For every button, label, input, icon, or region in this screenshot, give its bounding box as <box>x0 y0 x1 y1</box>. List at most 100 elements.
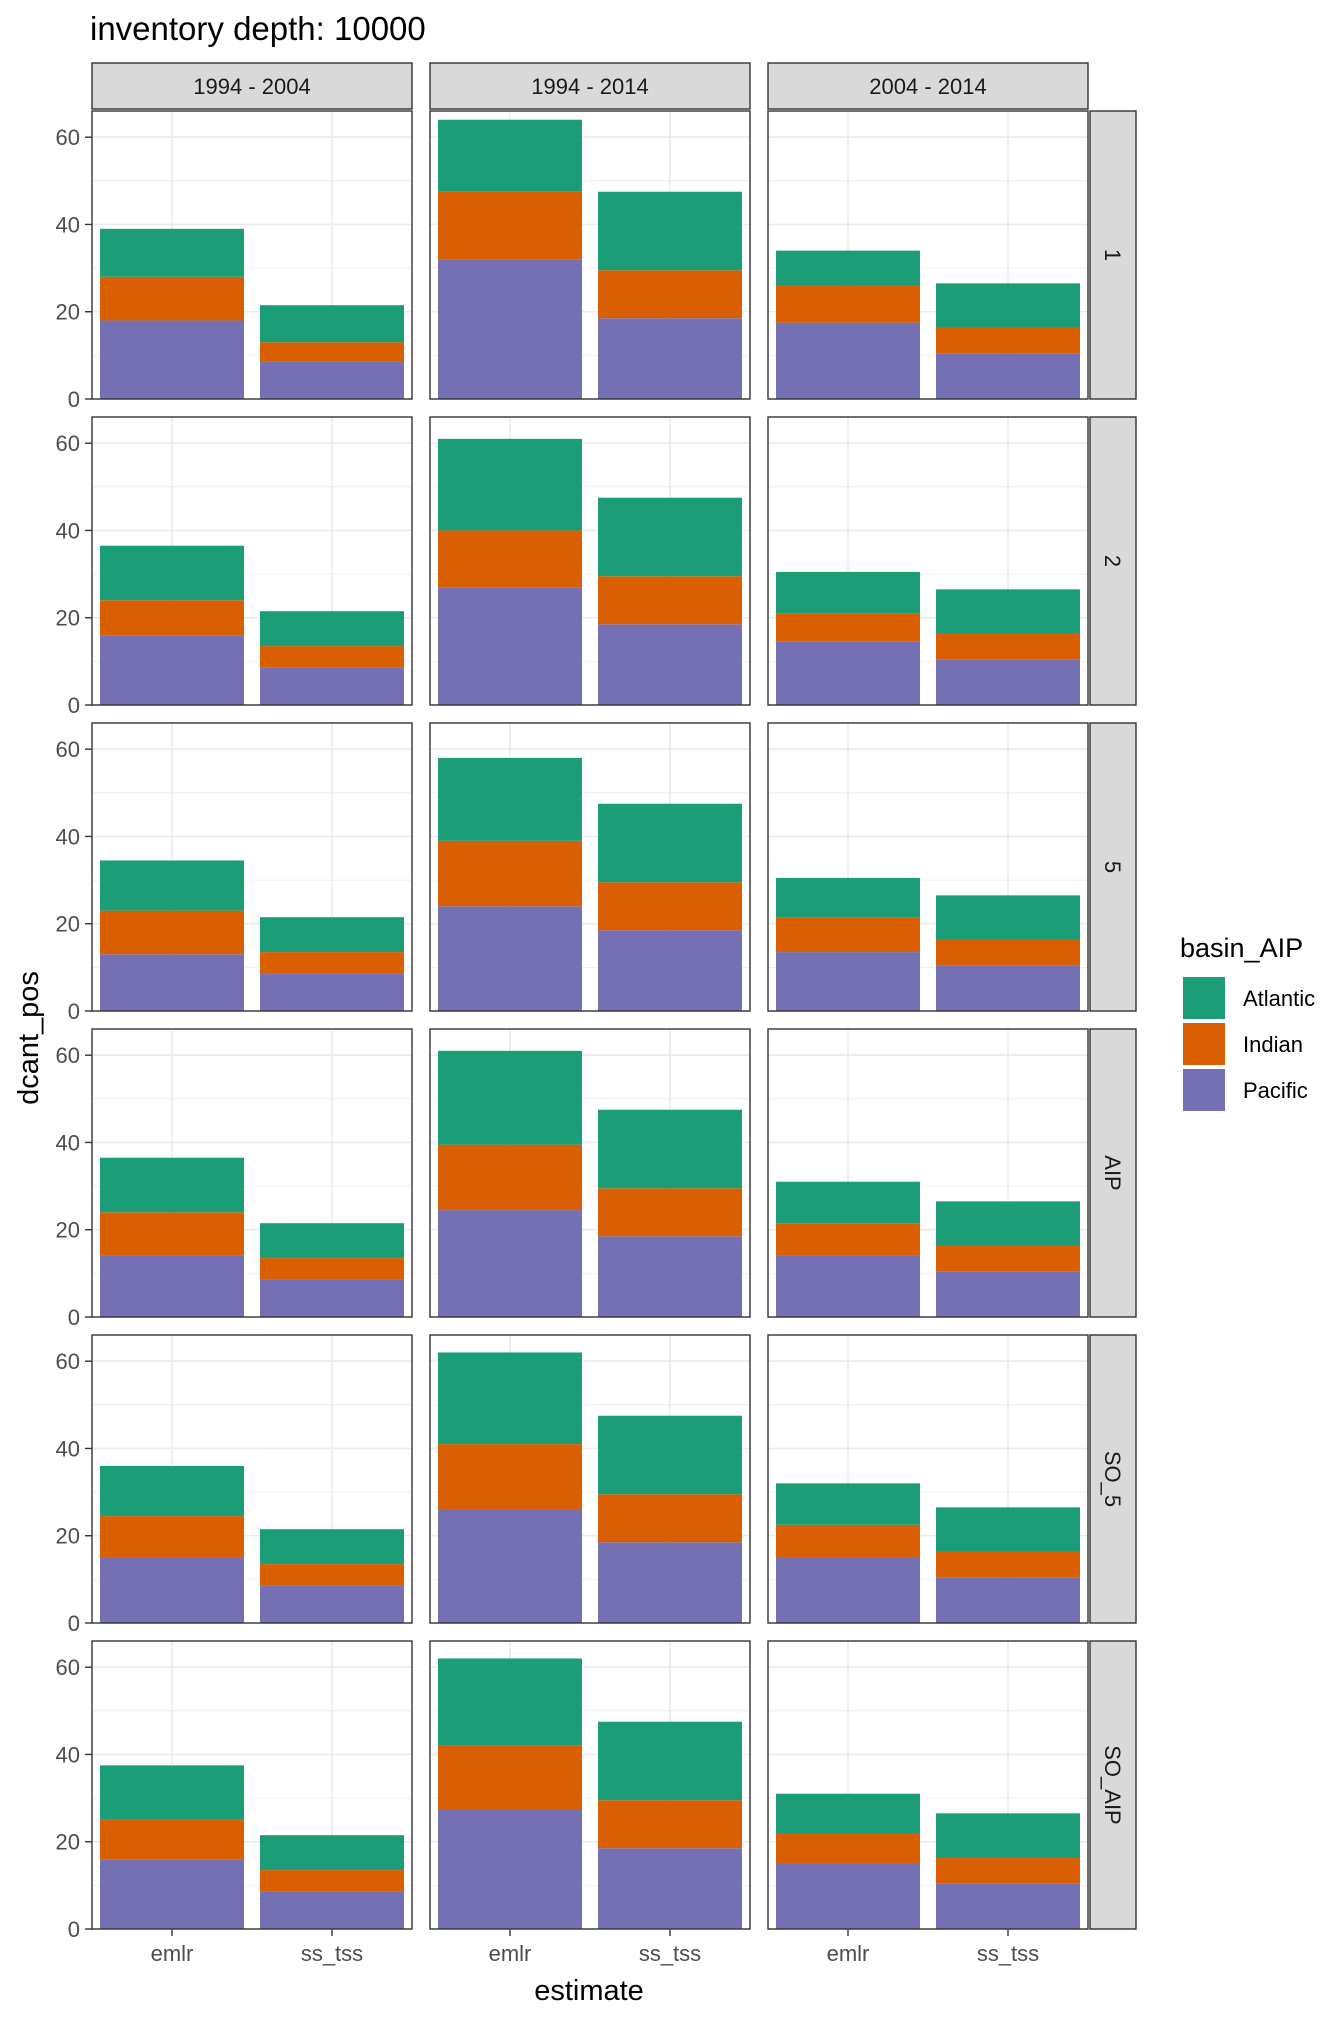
bar-pacific-ss-tss <box>598 1542 742 1623</box>
bar-indian-ss-tss <box>936 633 1080 660</box>
panel-border <box>767 1028 1089 1318</box>
facet-grid: 1994 - 2004 1994 - 2014 2004 - 2014 1 2 5 AIP S… <box>56 62 1137 1966</box>
bar-pacific-ss-tss <box>936 965 1080 1011</box>
bar-atlantic-ss-tss <box>598 1721 742 1801</box>
facet-strip-label: SO_5 <box>1100 1451 1125 1507</box>
bar-indian-ss-tss <box>260 1564 404 1586</box>
bar-indian-ss-tss <box>260 952 404 974</box>
y-tick-label: 40 <box>56 518 80 543</box>
bar-atlantic-emlr <box>438 438 582 531</box>
panel-2-1994-2014 <box>429 416 751 706</box>
facet-strip-row-5: 5 <box>1089 722 1137 1012</box>
panel-border <box>91 1334 413 1624</box>
facet-strip-bg <box>1089 1028 1137 1318</box>
facet-strip-label: 1994 - 2004 <box>193 74 310 99</box>
bar-indian-emlr <box>776 1223 920 1256</box>
bar-indian-ss-tss <box>260 646 404 668</box>
panel-border <box>767 110 1089 400</box>
bar-indian-ss-tss <box>598 270 742 319</box>
panel-border <box>767 416 1089 706</box>
x-tick-label: emlr <box>489 1941 532 1966</box>
bar-pacific-emlr <box>438 906 582 1011</box>
y-axis-5: 0 20 40 60 <box>56 737 92 1024</box>
x-axis-2004-2014: emlr ss_tss <box>827 1929 1039 1966</box>
x-axis-1994-2004: emlr ss_tss <box>151 1929 363 1966</box>
panel-border <box>429 416 751 706</box>
bar-pacific-emlr <box>100 635 244 705</box>
x-tick-label: emlr <box>827 1941 870 1966</box>
legend-swatch <box>1183 1023 1225 1065</box>
panel-5-2004-2014 <box>767 722 1089 1012</box>
y-axis-so-5: 0 20 40 60 <box>56 1349 92 1636</box>
panel-border <box>91 1640 413 1930</box>
bar-pacific-ss-tss <box>936 659 1080 705</box>
facet-strip-bg <box>1089 1640 1137 1930</box>
facet-strip-bg <box>1089 1334 1137 1624</box>
y-axis-1: 0 20 40 60 <box>56 125 92 412</box>
y-tick-label: 20 <box>56 300 80 325</box>
bar-pacific-emlr <box>100 1859 244 1929</box>
y-tick-label: 40 <box>56 824 80 849</box>
panel-so-5-2004-2014 <box>767 1334 1089 1624</box>
bar-pacific-emlr <box>100 1255 244 1317</box>
bar-pacific-ss-tss <box>260 667 404 705</box>
bar-indian-emlr <box>438 191 582 260</box>
y-tick-label: 60 <box>56 1349 80 1374</box>
bar-atlantic-emlr <box>776 1181 920 1224</box>
bar-atlantic-ss-tss <box>260 1223 404 1259</box>
bar-atlantic-ss-tss <box>260 1529 404 1565</box>
bar-atlantic-emlr <box>438 1050 582 1145</box>
bar-pacific-emlr <box>100 954 244 1011</box>
bar-indian-emlr <box>438 1745 582 1809</box>
panel-border <box>91 416 413 706</box>
bar-atlantic-emlr <box>776 877 920 918</box>
facet-strip-label: AIP <box>1100 1155 1125 1190</box>
bar-indian-ss-tss <box>598 1494 742 1543</box>
bar-indian-emlr <box>438 530 582 588</box>
bar-atlantic-ss-tss <box>598 1415 742 1495</box>
bar-pacific-emlr <box>438 1509 582 1623</box>
panel-so-aip-1994-2004 <box>91 1640 413 1930</box>
bar-indian-emlr <box>100 600 244 636</box>
bar-indian-ss-tss <box>260 342 404 362</box>
bar-pacific-emlr <box>776 1255 920 1317</box>
bar-atlantic-ss-tss <box>260 917 404 953</box>
bar-pacific-emlr <box>776 1863 920 1929</box>
bar-pacific-emlr <box>776 1557 920 1623</box>
y-axis-label: dcant_pos <box>13 971 45 1105</box>
facet-strip-col-1994-2004: 1994 - 2004 <box>91 62 413 110</box>
bar-pacific-ss-tss <box>260 361 404 399</box>
facet-strip-bg <box>1089 722 1137 1012</box>
bar-atlantic-ss-tss <box>260 611 404 647</box>
facet-strip-label: 1994 - 2014 <box>531 74 648 99</box>
bar-atlantic-ss-tss <box>936 283 1080 327</box>
bar-atlantic-emlr <box>438 1352 582 1445</box>
legend-label: Indian <box>1243 1032 1303 1057</box>
bar-pacific-emlr <box>438 1809 582 1929</box>
bar-pacific-ss-tss <box>936 1883 1080 1929</box>
y-tick-label: 20 <box>56 912 80 937</box>
bar-indian-emlr <box>776 917 920 953</box>
panel-border <box>429 1028 751 1318</box>
y-tick-label: 40 <box>56 212 80 237</box>
legend: Atlantic Indian Pacific <box>1183 977 1315 1111</box>
bar-pacific-ss-tss <box>936 353 1080 399</box>
bar-indian-ss-tss <box>936 1245 1080 1272</box>
bar-indian-emlr <box>438 840 582 907</box>
bar-atlantic-ss-tss <box>260 305 404 343</box>
bar-atlantic-emlr <box>776 250 920 286</box>
bar-atlantic-ss-tss <box>598 803 742 883</box>
bar-atlantic-ss-tss <box>936 895 1080 939</box>
panel-so-5-1994-2014 <box>429 1334 751 1624</box>
bar-pacific-ss-tss <box>936 1271 1080 1317</box>
bar-pacific-ss-tss <box>598 318 742 399</box>
bar-indian-ss-tss <box>936 939 1080 966</box>
bar-atlantic-emlr <box>776 1793 920 1833</box>
bar-indian-emlr <box>438 1144 582 1211</box>
y-tick-label: 60 <box>56 1043 80 1068</box>
y-tick-label: 20 <box>56 1524 80 1549</box>
bar-indian-ss-tss <box>936 327 1080 354</box>
bar-pacific-ss-tss <box>598 624 742 705</box>
y-tick-label: 20 <box>56 1218 80 1243</box>
bar-indian-ss-tss <box>936 1551 1080 1578</box>
